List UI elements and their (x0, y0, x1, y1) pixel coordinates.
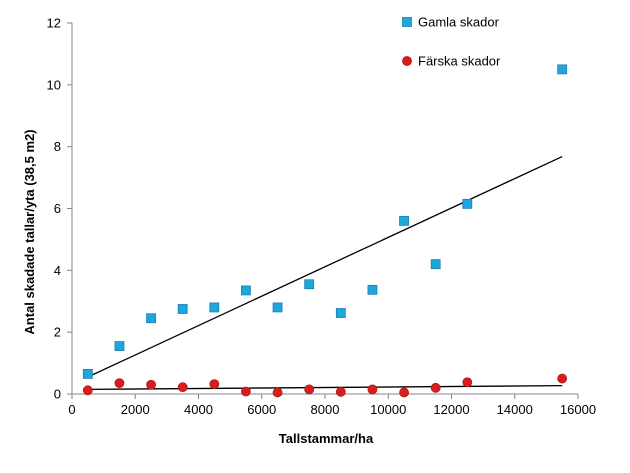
y-tick-label: 8 (54, 139, 61, 154)
x-tick-label: 12000 (433, 402, 469, 417)
y-tick-label: 6 (54, 201, 61, 216)
data-point-farska (146, 379, 156, 390)
data-point-gamla (367, 284, 378, 295)
data-point-gamla (462, 198, 473, 209)
data-point-farska (241, 386, 251, 397)
legend-marker-farska (402, 56, 412, 66)
y-axis-title: Antal skadade tallar/yta (38,5 m2) (22, 129, 37, 334)
data-point-gamla (146, 313, 156, 324)
y-tick-label: 0 (54, 387, 61, 402)
data-point-farska (82, 385, 93, 396)
x-tick-labels: 0 2000 4000 6000 8000 10000 12000 14000 16000 (68, 402, 596, 417)
legend-label: Färska skador (418, 54, 501, 69)
data-point-gamla (430, 259, 441, 270)
data-point-farska (430, 382, 441, 393)
legend: Gamla skador Färska skador (402, 15, 501, 69)
data-point-farska (557, 373, 568, 384)
y-tick-label: 2 (54, 325, 61, 340)
axes (67, 22, 579, 399)
x-tick-label: 14000 (497, 402, 533, 417)
y-tick-labels: 0 2 4 6 8 10 12 (47, 16, 61, 402)
legend-marker-gamla (402, 17, 412, 27)
data-point-gamla (399, 215, 409, 226)
data-point-gamla (304, 279, 315, 290)
data-point-farska (209, 379, 220, 390)
data-points (82, 64, 568, 398)
x-axis-title: Tallstammar/ha (279, 431, 374, 446)
trendline-series-2 (87, 385, 563, 391)
data-point-farska (304, 384, 315, 395)
data-point-gamla (177, 304, 188, 314)
data-point-farska (114, 378, 125, 389)
data-point-farska (367, 384, 378, 395)
data-point-gamla (557, 64, 568, 75)
data-point-gamla (82, 369, 93, 379)
y-tick-label: 10 (47, 77, 61, 92)
y-tick-label: 12 (47, 16, 61, 31)
data-point-gamla (114, 341, 125, 351)
data-point-gamla (209, 302, 220, 313)
trendline-series-1 (87, 155, 563, 378)
legend-label: Gamla skador (418, 15, 500, 30)
data-point-farska (177, 382, 188, 393)
y-tick-label: 4 (54, 263, 61, 278)
data-point-farska (462, 377, 473, 388)
x-tick-label: 0 (68, 402, 75, 417)
data-point-farska (399, 387, 409, 398)
x-tick-label: 4000 (184, 402, 213, 417)
x-tick-label: 8000 (311, 402, 340, 417)
x-tick-label: 2000 (121, 402, 150, 417)
x-tick-label: 10000 (370, 402, 406, 417)
data-point-gamla (241, 285, 251, 296)
trendlines (87, 155, 563, 391)
data-point-gamla (335, 308, 346, 318)
data-point-gamla (272, 302, 283, 313)
x-tick-label: 6000 (247, 402, 276, 417)
x-tick-label: 16000 (560, 402, 596, 417)
data-point-farska (335, 386, 346, 397)
data-point-farska (272, 387, 283, 398)
